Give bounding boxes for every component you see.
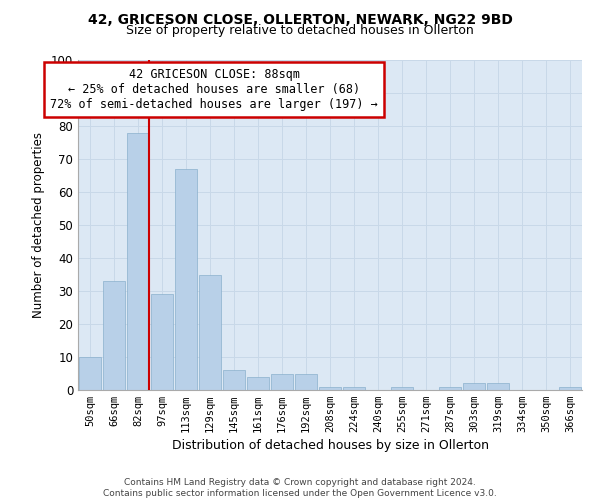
Bar <box>271 374 293 390</box>
Text: 42 GRICESON CLOSE: 88sqm
← 25% of detached houses are smaller (68)
72% of semi-d: 42 GRICESON CLOSE: 88sqm ← 25% of detach… <box>50 68 378 112</box>
X-axis label: Distribution of detached houses by size in Ollerton: Distribution of detached houses by size … <box>172 440 488 452</box>
Text: 42, GRICESON CLOSE, OLLERTON, NEWARK, NG22 9BD: 42, GRICESON CLOSE, OLLERTON, NEWARK, NG… <box>88 12 512 26</box>
Y-axis label: Number of detached properties: Number of detached properties <box>32 132 46 318</box>
Bar <box>487 384 509 390</box>
Bar <box>391 386 413 390</box>
Bar <box>343 386 365 390</box>
Bar <box>247 377 269 390</box>
Bar <box>199 274 221 390</box>
Bar <box>79 357 101 390</box>
Bar <box>295 374 317 390</box>
Bar <box>559 386 581 390</box>
Bar <box>175 169 197 390</box>
Text: Size of property relative to detached houses in Ollerton: Size of property relative to detached ho… <box>126 24 474 37</box>
Text: Contains HM Land Registry data © Crown copyright and database right 2024.
Contai: Contains HM Land Registry data © Crown c… <box>103 478 497 498</box>
Bar <box>127 132 149 390</box>
Bar <box>439 386 461 390</box>
Bar <box>151 294 173 390</box>
Bar <box>319 386 341 390</box>
Bar <box>103 281 125 390</box>
Bar <box>223 370 245 390</box>
Bar <box>463 384 485 390</box>
